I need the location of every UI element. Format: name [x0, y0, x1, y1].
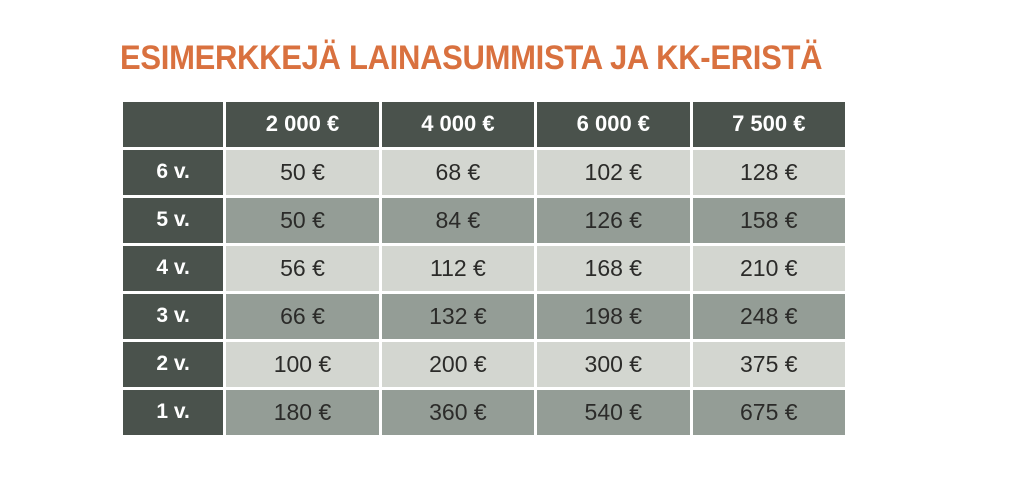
column-header-7500: 7 500 €: [692, 101, 845, 147]
table-row-3v: 3 v. 66 € 132 € 198 € 248 €: [123, 293, 845, 339]
value-cell: 158 €: [692, 197, 845, 243]
table-header-row: 2 000 € 4 000 € 6 000 € 7 500 €: [123, 101, 845, 147]
value-cell: 128 €: [692, 149, 845, 195]
page-title: ESIMERKKEJÄ LAINASUMMISTA JA KK-ERISTÄ: [120, 37, 823, 77]
value-cell: 50 €: [226, 197, 379, 243]
value-cell: 375 €: [692, 341, 845, 387]
loan-examples-table: 2 000 € 4 000 € 6 000 € 7 500 € 6 v. 50 …: [120, 99, 848, 438]
row-label-4v: 4 v.: [123, 245, 224, 291]
corner-cell: [123, 101, 224, 147]
table-row-1v: 1 v. 180 € 360 € 540 € 675 €: [123, 389, 845, 435]
value-cell: 180 €: [226, 389, 379, 435]
table-row-5v: 5 v. 50 € 84 € 126 € 158 €: [123, 197, 845, 243]
value-cell: 126 €: [537, 197, 690, 243]
column-header-6000: 6 000 €: [537, 101, 690, 147]
value-cell: 210 €: [692, 245, 845, 291]
row-label-3v: 3 v.: [123, 293, 224, 339]
value-cell: 168 €: [537, 245, 690, 291]
value-cell: 102 €: [537, 149, 690, 195]
row-label-1v: 1 v.: [123, 389, 224, 435]
column-header-4000: 4 000 €: [381, 101, 535, 147]
value-cell: 675 €: [692, 389, 845, 435]
value-cell: 50 €: [226, 149, 379, 195]
value-cell: 540 €: [537, 389, 690, 435]
row-label-2v: 2 v.: [123, 341, 224, 387]
table-row-2v: 2 v. 100 € 200 € 300 € 375 €: [123, 341, 845, 387]
value-cell: 132 €: [381, 293, 535, 339]
value-cell: 300 €: [537, 341, 690, 387]
value-cell: 360 €: [381, 389, 535, 435]
value-cell: 68 €: [381, 149, 535, 195]
table-row-4v: 4 v. 56 € 112 € 168 € 210 €: [123, 245, 845, 291]
value-cell: 56 €: [226, 245, 379, 291]
row-label-5v: 5 v.: [123, 197, 224, 243]
column-header-2000: 2 000 €: [226, 101, 379, 147]
value-cell: 100 €: [226, 341, 379, 387]
value-cell: 198 €: [537, 293, 690, 339]
table-row-6v: 6 v. 50 € 68 € 102 € 128 €: [123, 149, 845, 195]
value-cell: 112 €: [381, 245, 535, 291]
value-cell: 200 €: [381, 341, 535, 387]
value-cell: 66 €: [226, 293, 379, 339]
value-cell: 84 €: [381, 197, 535, 243]
row-label-6v: 6 v.: [123, 149, 224, 195]
value-cell: 248 €: [692, 293, 845, 339]
content-wrapper: ESIMERKKEJÄ LAINASUMMISTA JA KK-ERISTÄ 2…: [120, 37, 848, 438]
